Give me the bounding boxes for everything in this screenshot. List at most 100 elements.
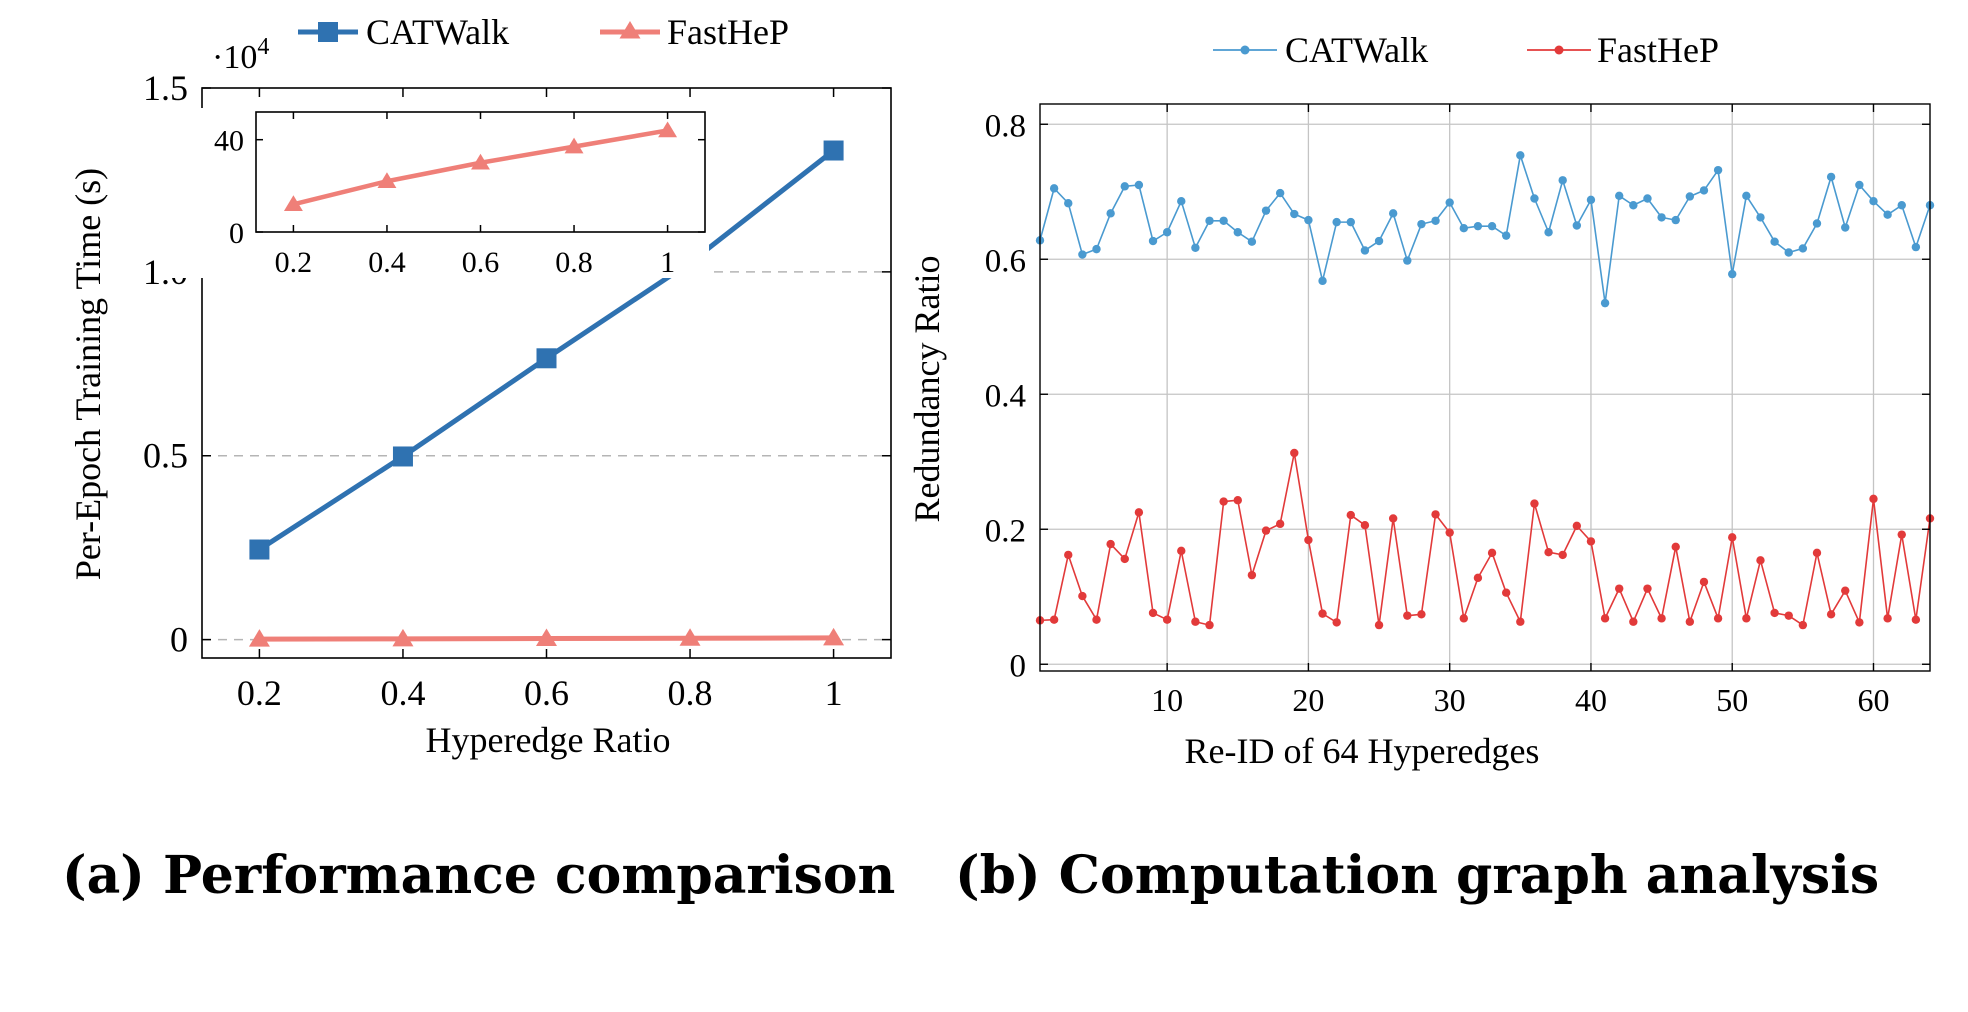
a-legend: CATWalk FastHeP [298,12,789,52]
b-catwalk-line [1039,154,1931,304]
b-fasthep-point [1487,548,1497,558]
inset-y-tick-label: 40 [214,125,244,158]
a-fasthep-point [679,628,701,646]
b-fasthep-point [1106,539,1115,549]
b-catwalk-point [1318,276,1327,286]
b-fasthep-point [1346,510,1355,520]
b-fasthep-point [1332,618,1341,627]
b-catwalk-point [1586,195,1596,205]
inset-series-fasthep [283,121,678,212]
b-catwalk-point [1897,201,1906,210]
b-catwalk-point [1643,194,1652,203]
b-fasthep-point [1120,554,1129,564]
b-fasthep-point [1798,620,1808,630]
b-catwalk-point [1516,151,1525,160]
a-legend-fasthep-label: FastHeP [667,12,789,52]
b-catwalk-point [1756,213,1765,222]
b-catwalk-point [1699,186,1709,195]
b-fasthep-point [1911,615,1921,624]
b-catwalk-point [1049,184,1059,193]
inset-fasthep-point [658,121,678,138]
b-catwalk-point [1841,223,1850,232]
a-y-axis-label: Per-Epoch Training Time (s) [68,168,108,580]
b-fasthep-point [1615,584,1624,593]
b-catwalk-point [1784,248,1793,257]
b-catwalk-point [1261,206,1271,215]
b-fasthep-point [1388,514,1398,523]
a-catwalk-point [249,539,270,560]
b-catwalk-point [1191,243,1200,252]
b-catwalk-point [1615,191,1624,200]
b-legend-catwalk-swatch [1213,45,1277,55]
a-catwalk-point [392,446,413,467]
b-catwalk-point [1728,269,1737,279]
b-catwalk-point [1417,219,1426,229]
b-legend-catwalk-marker [1240,45,1250,55]
b-catwalk-point [1360,246,1370,255]
a-fasthep-point [248,629,270,647]
b-catwalk-point [1501,231,1511,240]
b-fasthep-point [1629,617,1638,626]
b-catwalk-point [1431,216,1440,225]
b-x-tick-label: 50 [1716,682,1748,718]
a-catwalk-point [823,140,844,161]
b-catwalk-point [1403,256,1412,265]
b-catwalk-point [1459,224,1469,233]
a-x-tick-label: 1 [825,673,843,713]
b-fasthep-point [1826,610,1836,619]
b-series-catwalk [1035,151,1935,308]
b-gridlines [1040,104,1930,671]
b-fasthep-point [1812,548,1822,558]
b-fasthep-point [1177,546,1186,556]
b-catwalk-point [1671,215,1680,225]
b-fasthep-point [1261,526,1271,535]
b-y-tick-label: 0 [1010,648,1027,684]
b-x-ticks: 10 20 30 40 50 60 [1151,104,1889,718]
b-fasthep-point [1205,620,1214,630]
b-catwalk-point [1247,237,1257,246]
a-x-axis-label: Hyperedge Ratio [426,720,671,760]
b-fasthep-point [1516,617,1525,626]
a-series-catwalk [249,140,844,560]
caption-a: (a) Performance comparison [62,845,895,906]
inset-x-tick-label: 1 [660,246,675,279]
b-catwalk-point [1629,201,1638,210]
a-legend-fasthep-swatch [600,21,660,39]
a-series-fasthep [248,627,845,647]
b-fasthep-point [1148,608,1158,618]
b-fasthep-point [1572,521,1582,531]
b-fasthep-point [1770,608,1779,618]
b-catwalk-point [1770,237,1779,246]
a-legend-catwalk-label: CATWalk [366,12,509,52]
b-catwalk-point [1162,228,1172,237]
b-y-tick-label: 0.2 [985,513,1026,549]
b-fasthep-point [1558,550,1567,560]
inset-fasthep-point [377,172,397,188]
b-fasthep-point [1191,617,1200,626]
b-fasthep-point [1275,519,1285,529]
b-catwalk-point [1275,188,1285,198]
b-legend-fasthep-marker [1554,45,1564,55]
b-series-fasthep [1035,448,1935,630]
b-x-tick-label: 60 [1857,682,1889,718]
b-catwalk-point [1304,215,1313,225]
b-catwalk-point [1487,221,1497,231]
b-x-tick-label: 30 [1434,682,1466,718]
b-fasthep-point [1883,614,1892,623]
b-fasthep-point [1360,521,1370,530]
b-fasthep-point [1431,510,1440,519]
b-fasthep-point [1501,588,1511,597]
a-legend-catwalk-marker [318,22,338,42]
b-fasthep-point [1897,530,1906,539]
inset-y-tick-label: 0 [229,217,244,250]
b-catwalk-point [1558,176,1567,185]
b-catwalk-point [1826,172,1836,182]
b-fasthep-point [1742,614,1751,623]
b-catwalk-point [1713,165,1723,175]
b-fasthep-point [1162,615,1172,624]
b-fasthep-point [1713,614,1723,623]
caption-b: (b) Computation graph analysis [955,845,1879,906]
b-catwalk-point [1685,192,1695,201]
b-legend-fasthep-label: FastHeP [1597,30,1719,70]
b-fasthep-point [1869,494,1878,504]
